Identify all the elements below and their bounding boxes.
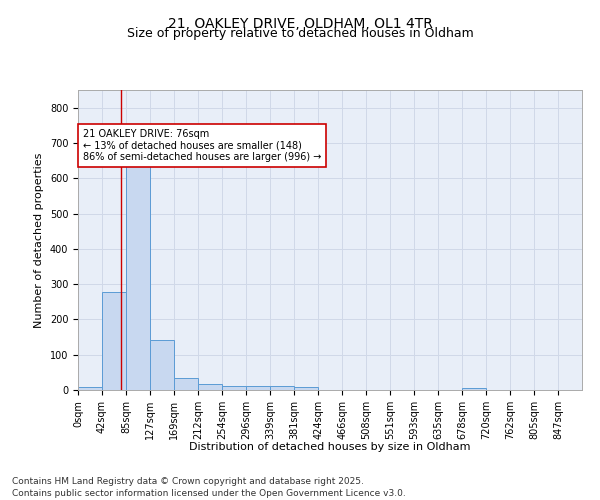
Bar	[174, 378, 198, 390]
Text: Contains public sector information licensed under the Open Government Licence v3: Contains public sector information licen…	[12, 489, 406, 498]
Text: 21 OAKLEY DRIVE: 76sqm
← 13% of detached houses are smaller (148)
86% of semi-de: 21 OAKLEY DRIVE: 76sqm ← 13% of detached…	[83, 129, 321, 162]
Text: 21, OAKLEY DRIVE, OLDHAM, OL1 4TR: 21, OAKLEY DRIVE, OLDHAM, OL1 4TR	[167, 18, 433, 32]
Bar	[198, 384, 222, 390]
Bar	[463, 388, 486, 390]
Bar	[150, 340, 174, 390]
Text: Contains HM Land Registry data © Crown copyright and database right 2025.: Contains HM Land Registry data © Crown c…	[12, 478, 364, 486]
Bar	[102, 292, 126, 390]
Bar	[222, 386, 246, 390]
Bar	[78, 387, 102, 390]
Bar	[246, 386, 270, 390]
Bar	[294, 387, 319, 390]
Text: Size of property relative to detached houses in Oldham: Size of property relative to detached ho…	[127, 28, 473, 40]
Y-axis label: Number of detached properties: Number of detached properties	[34, 152, 44, 328]
Bar	[126, 162, 150, 390]
X-axis label: Distribution of detached houses by size in Oldham: Distribution of detached houses by size …	[189, 442, 471, 452]
Bar	[270, 386, 294, 390]
